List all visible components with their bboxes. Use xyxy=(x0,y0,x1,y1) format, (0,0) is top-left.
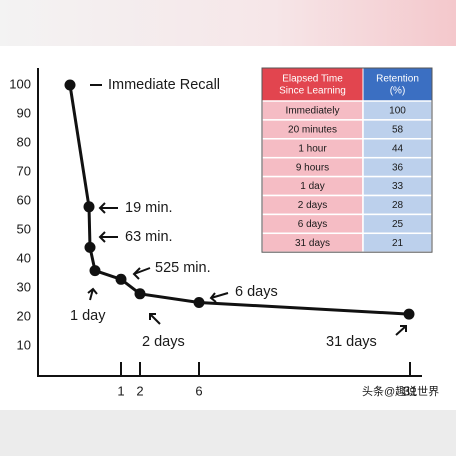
table-text: 25 xyxy=(392,219,404,230)
annotation: 19 min. xyxy=(125,200,173,216)
table-text: 9 hours xyxy=(296,162,329,173)
x-tick-label: 31 xyxy=(403,383,417,398)
table-text: 1 day xyxy=(300,181,324,192)
point xyxy=(193,297,205,308)
annotation: 6 days xyxy=(235,284,278,300)
arrows xyxy=(87,84,407,336)
y-tick-label: 20 xyxy=(17,308,31,323)
table-border xyxy=(261,67,433,253)
y-tick-label: 80 xyxy=(17,134,31,149)
table-text: 36 xyxy=(392,162,404,173)
table-text: 31 days xyxy=(295,238,330,249)
table-text: 6 days xyxy=(298,219,327,230)
arrow xyxy=(98,231,118,243)
table-text: Immediately xyxy=(286,106,340,117)
table-text: 44 xyxy=(392,143,404,154)
y-tick-label: 60 xyxy=(17,192,31,207)
y-tick-label: 30 xyxy=(17,279,31,294)
arrow xyxy=(98,202,118,214)
arrow xyxy=(149,313,161,325)
annotation: Immediate Recall xyxy=(108,77,220,93)
top-band xyxy=(0,0,456,46)
point xyxy=(89,265,101,277)
annotation: 2 days xyxy=(142,334,185,350)
y-tick-label: 40 xyxy=(17,250,31,265)
point xyxy=(64,79,76,91)
table-text: 28 xyxy=(392,200,404,211)
x-tick-label: 1 xyxy=(117,383,124,398)
point xyxy=(115,273,127,285)
y-tick-label: 100 xyxy=(9,76,31,91)
x-tick-label: 6 xyxy=(195,383,202,398)
arrow xyxy=(132,267,151,280)
annotation: 31 days xyxy=(326,334,377,350)
y-tick-label: 70 xyxy=(17,163,31,178)
table-header: Elapsed Time Since Learning xyxy=(279,73,346,96)
annotation: 525 min. xyxy=(155,260,211,276)
axes xyxy=(37,68,422,377)
y-tick-label: 50 xyxy=(17,221,31,236)
table-text: 33 xyxy=(392,181,404,192)
table-header: Retention (%) xyxy=(376,73,419,96)
watermark: 头条@趣说世界 xyxy=(362,384,439,398)
annotation: 1 day xyxy=(70,308,106,324)
point xyxy=(403,308,415,320)
table-text: 2 days xyxy=(298,200,327,211)
table-text: 1 hour xyxy=(298,143,327,154)
arrow xyxy=(87,287,98,301)
annotation: 63 min. xyxy=(125,229,173,245)
point xyxy=(134,288,146,300)
table-text: 20 minutes xyxy=(288,124,337,135)
arrow xyxy=(209,292,229,303)
line xyxy=(68,84,410,316)
arrow xyxy=(395,325,407,336)
table-text: 58 xyxy=(392,124,404,135)
point xyxy=(83,201,95,213)
table-text: 100 xyxy=(389,106,406,117)
point xyxy=(84,241,96,253)
table-text: 21 xyxy=(392,238,404,249)
x-tick-label: 2 xyxy=(136,383,143,398)
bottom-band xyxy=(0,410,456,456)
y-tick-label: 90 xyxy=(17,105,31,120)
y-tick-label: 10 xyxy=(17,337,31,352)
